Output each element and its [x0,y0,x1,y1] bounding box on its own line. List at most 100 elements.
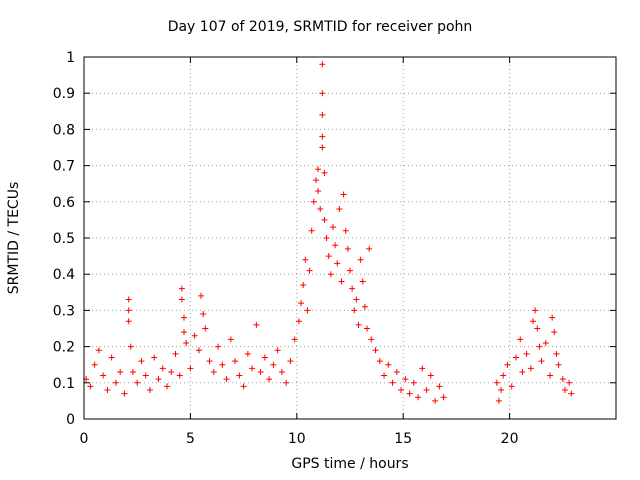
x-tick-label: 10 [288,431,306,447]
data-point [325,253,332,260]
y-tick-label: 0.8 [53,122,75,138]
data-point [432,397,439,404]
data-point [302,256,309,263]
data-point [561,387,568,394]
data-point [104,387,111,394]
data-point [406,390,413,397]
y-tick-label: 0.6 [53,195,75,211]
data-point [427,372,434,379]
data-point [551,329,558,336]
data-point [300,282,307,289]
data-point [172,350,179,357]
data-point [181,314,188,321]
data-point [319,90,326,97]
data-point [344,245,351,252]
data-point [342,227,349,234]
data-point [534,325,541,332]
data-point [227,336,234,343]
data-point [368,336,375,343]
data-point [95,347,102,354]
data-point [319,133,326,140]
data-point [306,267,313,274]
data-point [440,394,447,401]
data-point [389,379,396,386]
data-point [159,365,166,372]
y-tick-label: 0.2 [53,340,75,356]
data-point [355,321,362,328]
data-point [181,329,188,336]
data-point [319,111,326,118]
data-point [308,227,315,234]
data-point [410,379,417,386]
data-point [187,365,194,372]
data-point [266,376,273,383]
data-point [198,292,205,299]
data-point [349,285,356,292]
data-point [340,191,347,198]
data-point [249,365,256,372]
data-point [215,343,222,350]
data-point [398,387,405,394]
data-point [261,354,268,361]
data-point [327,271,334,278]
data-point [423,387,430,394]
data-point [291,336,298,343]
data-point [200,311,207,318]
data-point [236,372,243,379]
data-point [517,336,524,343]
data-point [232,358,239,365]
data-point [559,376,566,383]
data-point [376,358,383,365]
data-point [129,368,136,375]
data-point [317,206,324,213]
data-point [498,387,505,394]
y-tick-label: 0.7 [53,159,75,175]
data-point [519,368,526,375]
data-point [274,347,281,354]
data-point [321,169,328,176]
data-point [508,383,515,390]
data-point [146,387,153,394]
data-point [347,267,353,274]
data-point [419,365,426,372]
data-points [83,61,575,404]
y-tick-label: 0.3 [53,303,75,319]
data-point [536,343,543,350]
data-point [532,307,539,314]
data-point [202,325,209,332]
data-point [112,379,119,386]
data-point [142,372,149,379]
data-point [415,394,422,401]
data-point [366,245,373,252]
grid-lines [84,57,616,419]
data-point [530,318,537,325]
data-point [393,368,400,375]
data-point [566,379,573,386]
x-axis-label: GPS time / hours [291,456,409,472]
data-point [361,303,368,310]
x-tick-label: 5 [186,431,195,447]
data-point [353,296,360,303]
data-point [493,379,500,386]
data-point [125,318,132,325]
data-point [151,354,158,361]
data-point [495,397,502,404]
data-point [319,144,326,151]
data-point [176,372,183,379]
data-point [364,325,371,332]
data-point [253,321,260,328]
data-point [315,166,322,173]
data-point [332,242,339,249]
data-point [206,358,213,365]
y-tick-label: 1 [66,50,75,66]
data-point [127,343,134,350]
data-point [381,372,388,379]
data-point [210,368,217,375]
data-point [500,372,507,379]
data-point [257,368,264,375]
data-point [310,198,317,205]
data-point [372,347,379,354]
data-point [219,361,226,368]
x-tick-label: 15 [394,431,412,447]
